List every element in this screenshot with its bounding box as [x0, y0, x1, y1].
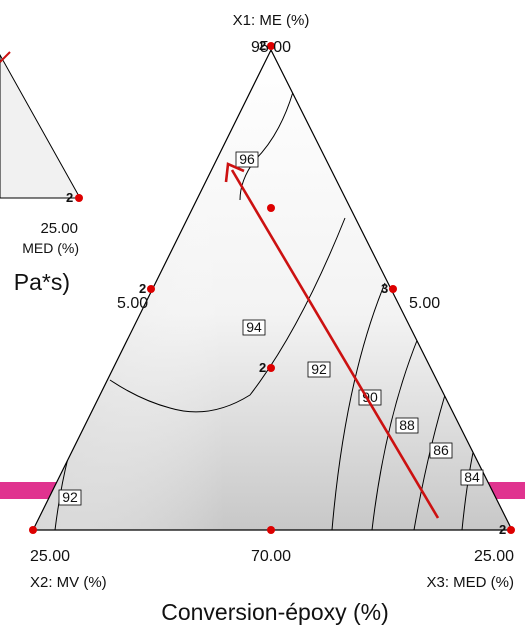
chart-title: Conversion-époxy (%)	[161, 599, 389, 625]
svg-text:96: 96	[239, 151, 255, 167]
svg-text:90: 90	[362, 389, 378, 405]
design-points: 2 2 3 2 2	[29, 38, 515, 537]
design-point-label: 2	[139, 281, 146, 296]
design-point	[267, 364, 275, 372]
top-axis-title: X1: ME (%)	[233, 12, 310, 29]
svg-text:86: 86	[433, 442, 449, 458]
top-vertex-value: 95.00	[251, 39, 291, 56]
partial-triangle	[0, 53, 81, 199]
contour-line-90	[371, 337, 419, 530]
design-point-label: 2	[259, 38, 266, 53]
left-vertex-value: 25.00	[30, 548, 70, 565]
design-point-label: 2	[259, 360, 266, 375]
right-vertex-value: 25.00	[474, 548, 514, 565]
design-point	[389, 285, 397, 293]
right-mid-value: 5.00	[409, 295, 440, 312]
svg-text:92: 92	[311, 361, 327, 377]
partial-value-label: 25.00	[40, 220, 78, 237]
bottom-mid-value: 70.00	[251, 548, 291, 565]
direction-arrow	[224, 162, 440, 519]
design-point-label: 2	[499, 522, 506, 537]
partial-point-label: 2	[66, 190, 73, 205]
design-point	[507, 526, 515, 534]
design-point	[147, 285, 155, 293]
left-mid-value: 5.00	[117, 295, 148, 312]
contour-label-96: 96	[235, 151, 259, 168]
left-axis-title: X2: MV (%)	[30, 574, 107, 591]
partial-title-fragment: Pa*s)	[14, 269, 70, 295]
contour-label-86: 86	[429, 442, 453, 459]
partial-axis-label: MED (%)	[22, 240, 79, 256]
contour-label-84: 84	[460, 469, 484, 486]
contour-line-92	[331, 282, 386, 530]
contour-label-88: 88	[395, 417, 419, 434]
contour-label-94: 94	[242, 319, 266, 336]
contour-label-92-left: 92	[58, 489, 82, 506]
right-axis-title: X3: MED (%)	[426, 574, 514, 591]
design-point	[29, 526, 37, 534]
svg-text:88: 88	[399, 417, 415, 433]
design-point	[267, 204, 275, 212]
contour-line-88	[413, 384, 449, 530]
svg-text:84: 84	[464, 469, 480, 485]
partial-design-point	[75, 194, 83, 202]
design-point	[267, 526, 275, 534]
background-partial-chart: 25.00 MED (%) Pa*s) 2	[0, 51, 83, 295]
design-point	[267, 42, 275, 50]
contour-labels: 84 86 88 90 92 94 96 92	[58, 151, 484, 506]
svg-text:92: 92	[62, 489, 78, 505]
design-point-label: 3	[381, 281, 388, 296]
contour-line-94	[109, 217, 346, 413]
svg-text:94: 94	[246, 319, 262, 335]
contour-label-92: 92	[307, 361, 331, 378]
